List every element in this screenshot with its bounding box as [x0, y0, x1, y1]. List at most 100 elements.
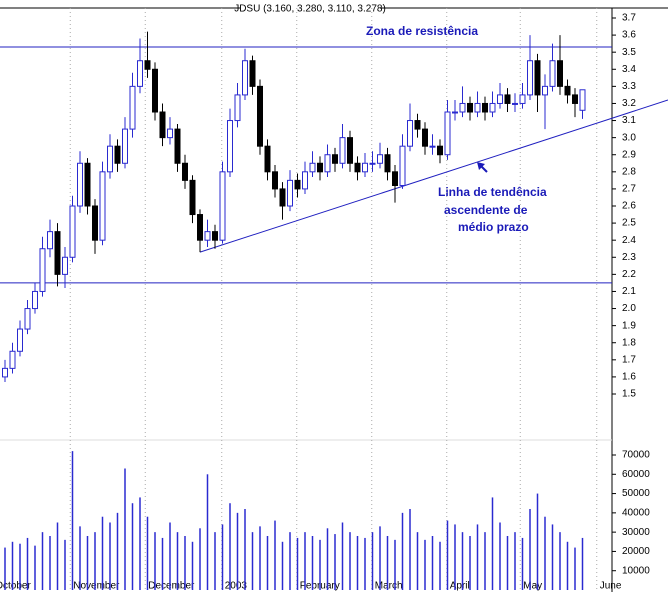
candle-body	[77, 162, 83, 207]
candle-body	[317, 162, 323, 173]
candle-body	[384, 154, 391, 173]
candle-body	[399, 145, 406, 186]
candle-body	[242, 60, 248, 96]
annotation: Zona de resistência	[366, 24, 478, 38]
candle-body	[414, 120, 421, 130]
annotation: ascendente de	[444, 203, 528, 217]
candle-body	[219, 171, 226, 241]
candle-body	[534, 60, 541, 96]
y-tick-label: 3.4	[622, 64, 636, 75]
y-tick-label: 2.1	[622, 286, 636, 297]
candle-body	[474, 102, 481, 113]
x-tick-label: June	[600, 581, 622, 592]
candle-body	[279, 188, 286, 207]
candle-body	[212, 231, 218, 241]
candle-body	[69, 205, 76, 258]
candle-body	[302, 171, 308, 190]
candle-body	[174, 128, 181, 164]
annotation: médio prazo	[458, 220, 529, 234]
y2-tick-label: 20000	[622, 546, 650, 557]
candle-body	[452, 111, 458, 114]
candle-body	[489, 102, 496, 113]
candle-body	[407, 120, 413, 147]
y-tick-label: 3.7	[622, 13, 636, 24]
x-tick-label: April	[450, 581, 470, 592]
y2-tick-label: 30000	[622, 527, 650, 538]
candle-body	[467, 102, 473, 113]
candle-body	[159, 111, 166, 139]
candle-body	[114, 145, 121, 164]
y-tick-label: 3.3	[622, 81, 636, 92]
y2-tick-label: 40000	[622, 507, 650, 518]
candle-body	[249, 60, 256, 87]
y-tick-label: 1.8	[622, 337, 636, 348]
candle-body	[47, 231, 53, 250]
candle-body	[542, 85, 548, 96]
arrow	[477, 162, 488, 173]
y-tick-label: 3.0	[622, 132, 636, 143]
candle-body	[84, 162, 91, 207]
y-tick-label: 2.9	[622, 149, 636, 160]
candle-body	[369, 162, 376, 165]
trend-line	[199, 99, 668, 253]
candle-body	[579, 89, 586, 111]
y-tick-label: 1.9	[622, 320, 636, 331]
candle-body	[122, 128, 128, 164]
candle-body	[227, 120, 233, 173]
candle-body	[257, 85, 263, 147]
x-tick-label: March	[375, 581, 403, 592]
y-tick-label: 2.8	[622, 166, 636, 177]
candle-body	[144, 60, 151, 70]
candle-body	[137, 60, 143, 87]
candle-body	[167, 128, 173, 139]
candle-body	[9, 350, 16, 369]
candle-body	[444, 111, 451, 156]
candle-body	[234, 94, 241, 122]
candle-body	[459, 102, 466, 113]
candle-body	[107, 145, 113, 173]
candle-body	[572, 94, 578, 104]
y-tick-label: 3.1	[622, 115, 636, 126]
candle-body	[422, 128, 428, 147]
chart-title: JDSU (3.160, 3.280, 3.110, 3.278)	[234, 4, 386, 15]
x-tick-label: November	[73, 581, 120, 592]
candle-body	[437, 145, 443, 156]
y-tick-label: 3.2	[622, 98, 636, 109]
candle-body	[527, 60, 533, 96]
y2-tick-label: 70000	[622, 450, 650, 461]
y2-tick-label: 50000	[622, 488, 650, 499]
candle-body	[62, 256, 68, 275]
candle-body	[264, 145, 271, 173]
candle-body	[129, 85, 136, 130]
candle-body	[519, 94, 526, 104]
y-tick-label: 2.2	[622, 269, 636, 280]
candle-body	[54, 231, 61, 275]
candle-body	[152, 68, 158, 113]
x-tick-label: October	[0, 581, 31, 592]
y-tick-label: 2.7	[622, 184, 636, 195]
candle-body	[347, 137, 353, 164]
candle-body	[204, 231, 211, 241]
candle-body	[339, 137, 346, 164]
candle-body	[2, 367, 8, 378]
candle-body	[332, 154, 338, 164]
candle-body	[197, 214, 203, 241]
y2-tick-label: 10000	[622, 565, 650, 576]
candle-body	[24, 308, 31, 330]
y-tick-label: 3.5	[622, 47, 636, 58]
candle-body	[564, 85, 571, 96]
candle-body	[287, 179, 293, 207]
candle-body	[354, 162, 361, 173]
candle-body	[294, 179, 301, 190]
y-tick-label: 3.6	[622, 30, 636, 41]
candle-body	[362, 162, 368, 173]
candle-body	[272, 171, 278, 190]
x-tick-label: May	[523, 581, 542, 592]
candle-body	[512, 102, 518, 105]
candle-body	[32, 290, 38, 310]
y-tick-label: 2.0	[622, 303, 636, 314]
candle-body	[99, 171, 106, 241]
candle-body	[497, 94, 503, 104]
